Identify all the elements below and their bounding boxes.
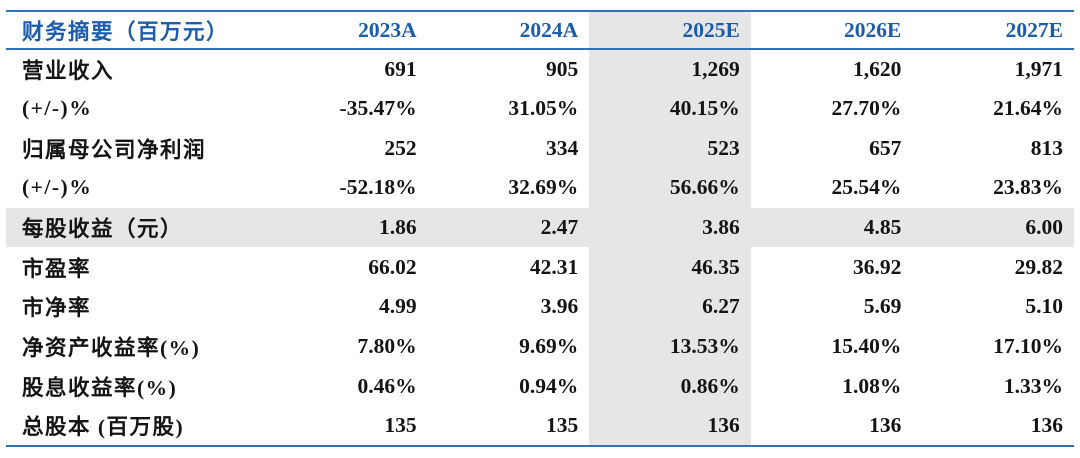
cell-value: 32.69%: [508, 175, 579, 200]
table-row-pb-ratio: 市净率 4.99 3.96 6.27 5.69 5.10: [6, 287, 1074, 327]
table-row-net-profit: 归属母公司净利润 252 334 523 657 813: [6, 128, 1074, 169]
table-header-row: 财务摘要（百万元） 2023A 2024A 2025E 2026E 2027E: [6, 11, 1074, 49]
cell-value: 1.08%: [842, 373, 902, 398]
cell-value: 15.40%: [831, 334, 902, 359]
table-row-roe: 净资产收益率(%) 7.80% 9.69% 13.53% 15.40% 17.1…: [6, 326, 1074, 367]
row-label: 市盈率: [22, 256, 92, 281]
cell-value: 3.96: [540, 294, 579, 319]
financial-summary-table-wrap: 财务摘要（百万元） 2023A 2024A 2025E 2026E 2027E …: [6, 10, 1074, 447]
row-label: 每股收益（元）: [6, 207, 266, 248]
cell-value: 4.85: [750, 207, 913, 248]
cell-value: 0.46%: [357, 373, 417, 398]
cell-value: 1.86: [266, 207, 428, 248]
cell-value: 3.86: [589, 207, 751, 248]
cell-value: 31.05%: [508, 96, 579, 121]
cell-value: 5.10: [1025, 294, 1063, 319]
column-header-2023a: 2023A: [358, 17, 417, 42]
table-row-revenue: 营业收入 691 905 1,269 1,620 1,971: [6, 49, 1074, 89]
cell-value: 42.31: [529, 254, 579, 279]
cell-value: 27.70%: [831, 96, 902, 121]
table-header-label: 财务摘要（百万元）: [22, 19, 230, 44]
cell-value: 4.99: [378, 294, 417, 319]
cell-value: 0.94%: [519, 373, 579, 398]
row-label: 股息收益率(%): [22, 375, 178, 400]
cell-value: 135: [545, 413, 579, 438]
cell-value: 6.27: [589, 287, 751, 327]
cell-value: 523: [589, 128, 751, 169]
cell-value: 40.15%: [589, 88, 751, 129]
row-label: 市净率: [22, 296, 92, 321]
financial-summary-table: 财务摘要（百万元） 2023A 2024A 2025E 2026E 2027E …: [6, 10, 1074, 447]
cell-value: 0.86%: [589, 366, 751, 407]
cell-value: 657: [869, 135, 902, 160]
cell-value: 36.92: [853, 254, 902, 279]
cell-value: -52.18%: [339, 175, 417, 200]
cell-value: 252: [384, 135, 417, 160]
cell-value: 136: [869, 413, 902, 438]
row-label: 归属母公司净利润: [22, 137, 207, 162]
cell-value: 23.83%: [993, 175, 1063, 200]
cell-value: 1,269: [589, 49, 751, 89]
cell-value: 7.80%: [357, 334, 417, 359]
cell-value: 6.00: [912, 207, 1074, 248]
table-row-total-shares: 总股本 (百万股) 135 135 136 136 136: [6, 406, 1074, 446]
cell-value: 13.53%: [589, 326, 751, 367]
column-header-2025e: 2025E: [589, 11, 751, 49]
cell-value: 17.10%: [993, 334, 1063, 359]
cell-value: 136: [589, 406, 751, 446]
cell-value: 66.02: [368, 254, 417, 279]
row-label: 净资产收益率(%): [22, 336, 201, 361]
cell-value: 1,620: [853, 56, 902, 81]
cell-value: 2.47: [427, 207, 590, 248]
column-header-2024a: 2024A: [519, 17, 579, 42]
column-header-2027e: 2027E: [1005, 17, 1063, 42]
table-row-net-profit-growth: (+/-)% -52.18% 32.69% 56.66% 25.54% 23.8…: [6, 168, 1074, 208]
cell-value: 334: [545, 135, 579, 160]
row-label: (+/-)%: [22, 175, 93, 200]
cell-value: -35.47%: [339, 96, 417, 121]
cell-value: 813: [1030, 135, 1063, 160]
table-row-pe-ratio: 市盈率 66.02 42.31 46.35 36.92 29.82: [6, 247, 1074, 288]
cell-value: 135: [384, 413, 417, 438]
cell-value: 25.54%: [831, 175, 902, 200]
row-label: 营业收入: [22, 58, 115, 83]
cell-value: 29.82: [1014, 254, 1063, 279]
cell-value: 5.69: [863, 294, 902, 319]
cell-value: 1.33%: [1003, 373, 1063, 398]
cell-value: 56.66%: [589, 168, 751, 208]
cell-value: 136: [1030, 413, 1063, 438]
row-label: (+/-)%: [22, 96, 93, 121]
table-row-eps: 每股收益（元） 1.86 2.47 3.86 4.85 6.00: [6, 207, 1074, 248]
row-label: 总股本 (百万股): [22, 415, 185, 440]
table-row-dividend-yield: 股息收益率(%) 0.46% 0.94% 0.86% 1.08% 1.33%: [6, 366, 1074, 407]
cell-value: 9.69%: [519, 334, 579, 359]
cell-value: 21.64%: [993, 96, 1063, 121]
cell-value: 46.35: [589, 247, 751, 288]
table-row-revenue-growth: (+/-)% -35.47% 31.05% 40.15% 27.70% 21.6…: [6, 88, 1074, 129]
cell-value: 1,971: [1014, 56, 1063, 81]
cell-value: 905: [545, 56, 579, 81]
cell-value: 691: [384, 56, 417, 81]
column-header-2026e: 2026E: [844, 17, 902, 42]
